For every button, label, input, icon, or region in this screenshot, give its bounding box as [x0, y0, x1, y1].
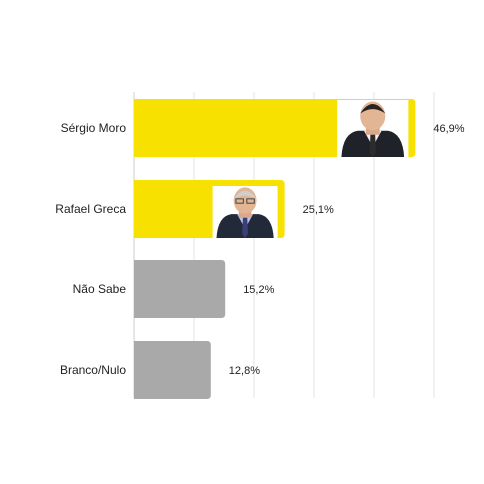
value-label: 15,2% — [243, 284, 274, 296]
category-label: Sérgio Moro — [61, 121, 127, 135]
labels: Sérgio Moro 46,9% Rafael Greca 25,1% Não Sab… — [55, 121, 465, 377]
hair-shape — [233, 190, 257, 200]
category-label: Rafael Greca — [55, 202, 126, 216]
hair-shape — [360, 104, 386, 114]
value-label: 12,8% — [229, 365, 260, 377]
glasses-left — [235, 198, 244, 204]
category-label: Branco/Nulo — [60, 363, 126, 377]
tie-shape — [242, 215, 248, 238]
value-label: 25,1% — [303, 204, 334, 216]
bar — [134, 260, 226, 318]
man-in-suit-photo — [337, 100, 409, 157]
value-label: 46,9% — [433, 123, 464, 135]
category-label: Não Sabe — [73, 282, 127, 296]
bar — [134, 341, 211, 399]
glasses-right — [246, 198, 255, 204]
man-in-suit-photo — [212, 186, 278, 238]
tie-shape — [369, 131, 376, 157]
bars — [134, 99, 416, 399]
